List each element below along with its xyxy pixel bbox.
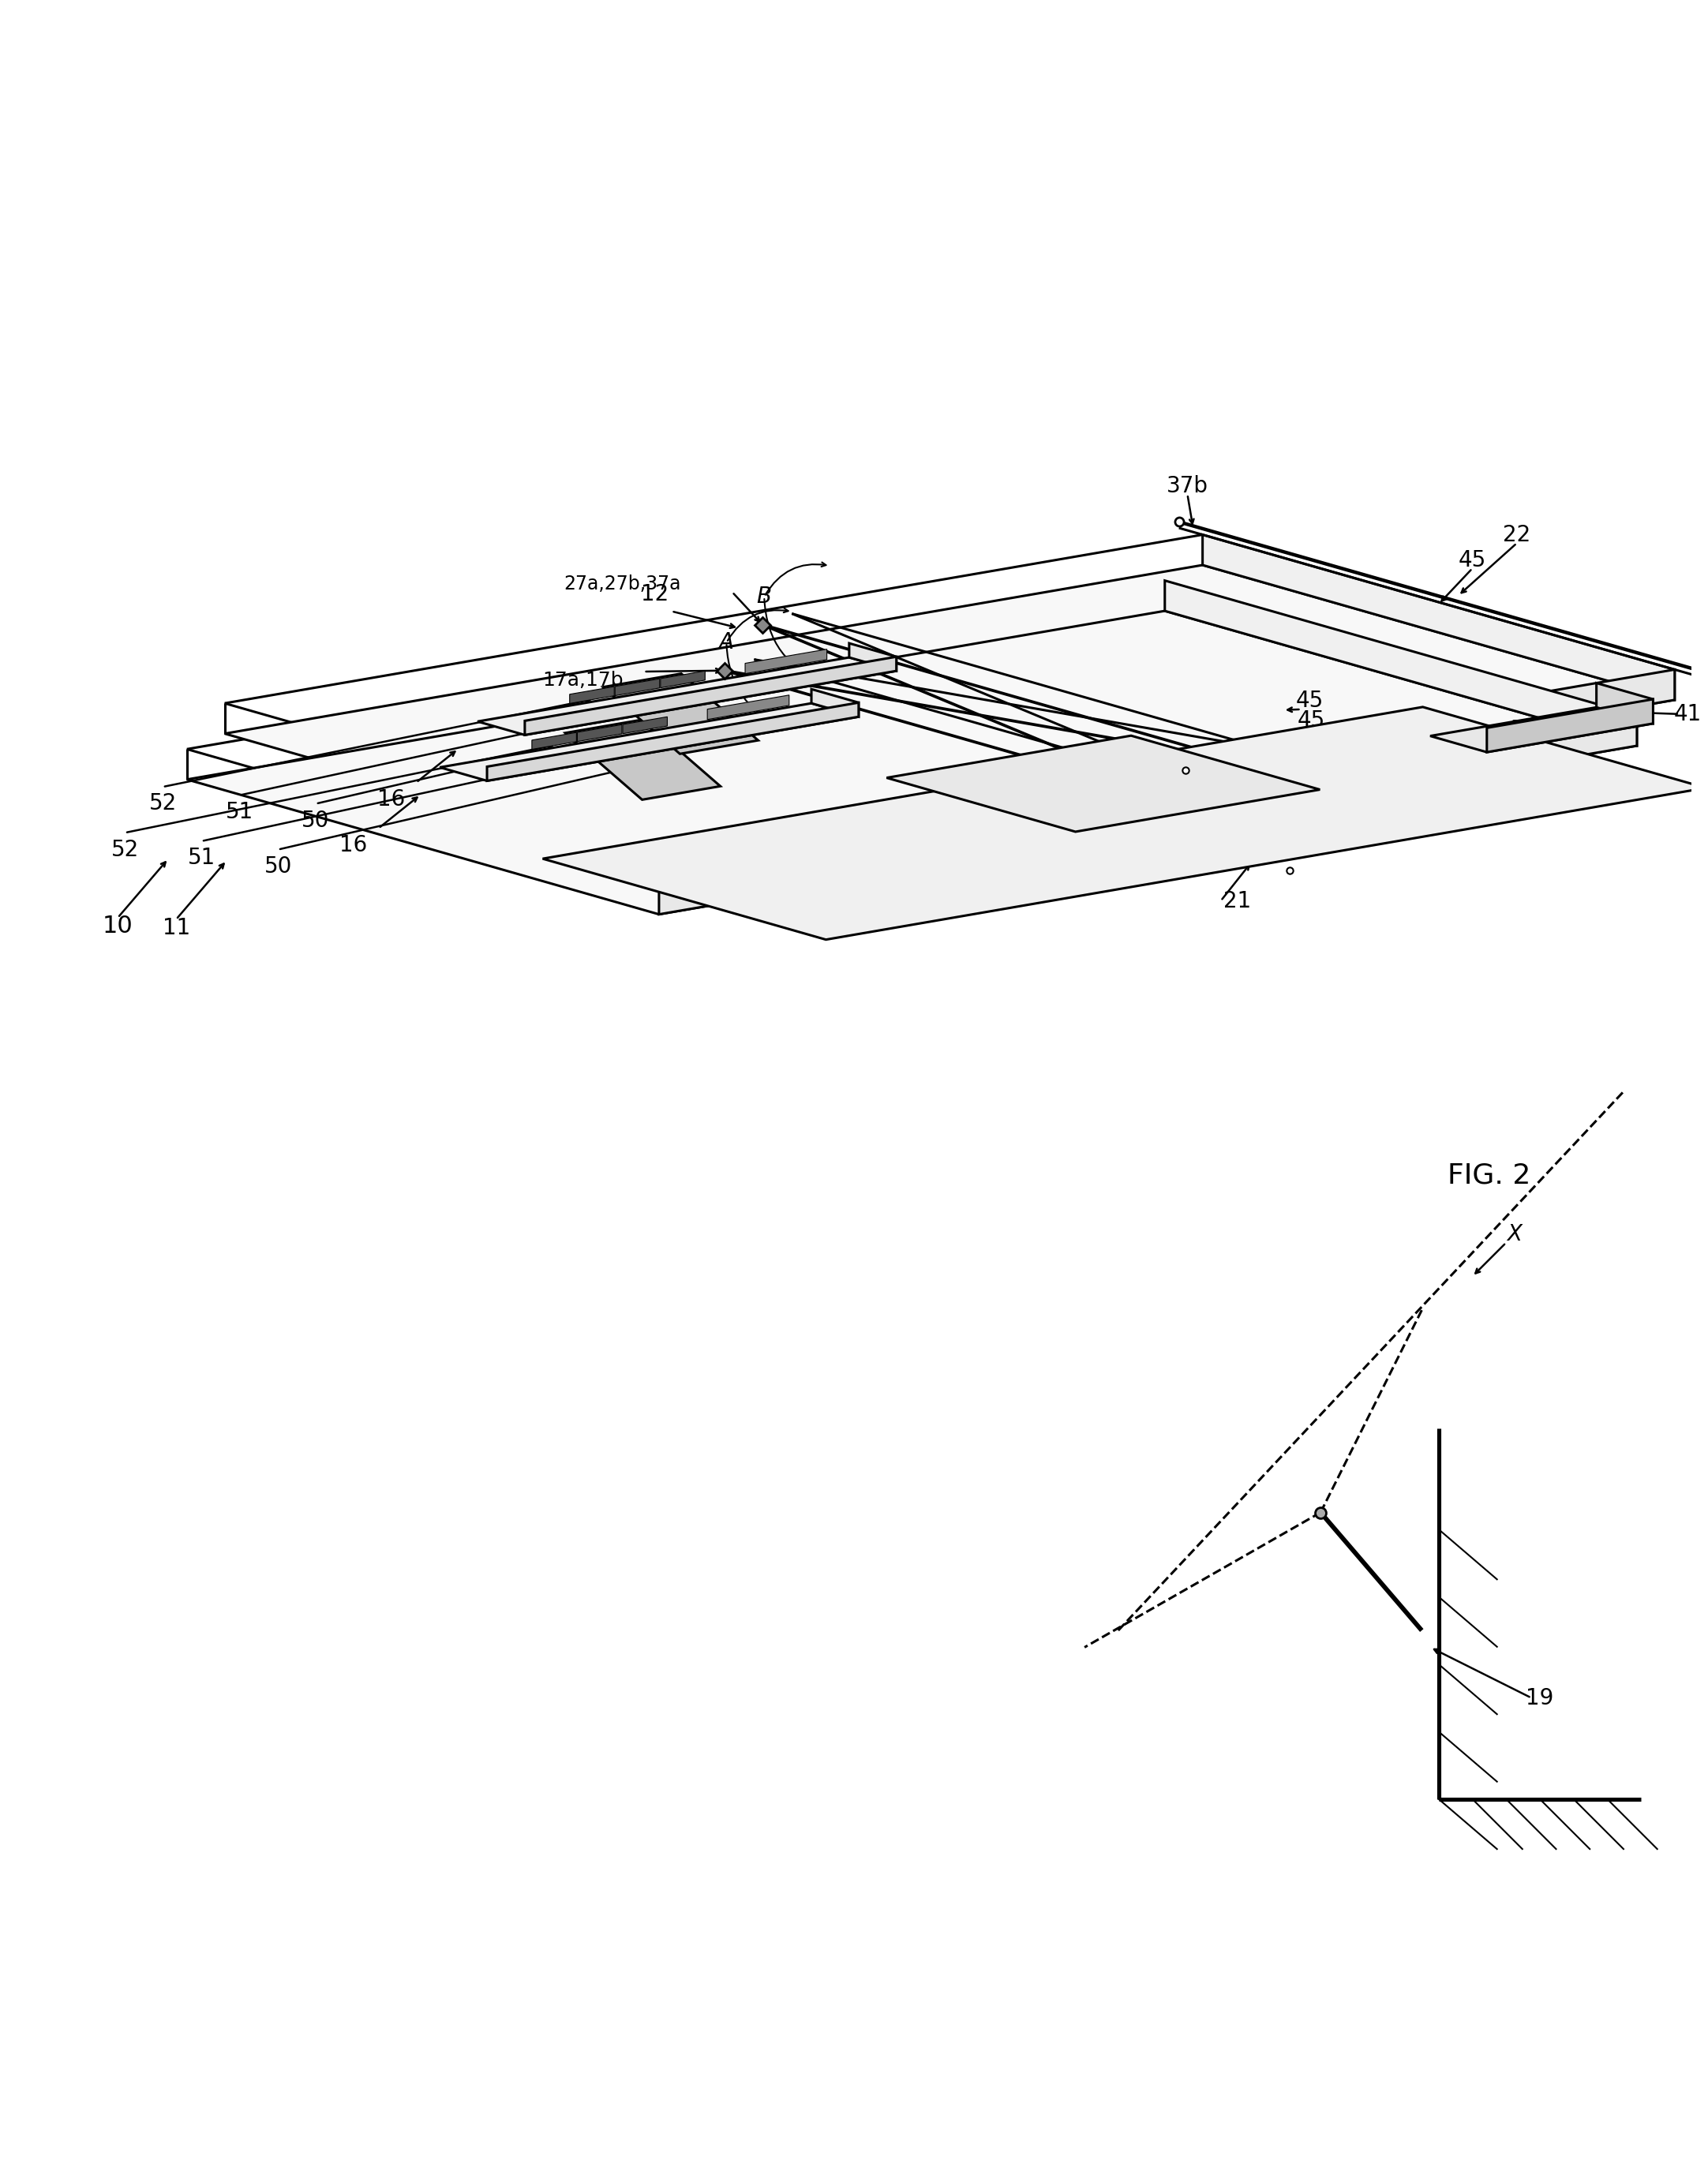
Polygon shape: [439, 703, 859, 781]
Text: 17a,17b: 17a,17b: [543, 670, 623, 690]
Text: 45: 45: [1459, 550, 1486, 572]
Text: 16: 16: [377, 788, 405, 810]
Text: 16: 16: [340, 834, 367, 855]
Text: 22: 22: [1503, 524, 1530, 546]
Text: 45: 45: [1296, 690, 1324, 711]
Text: 11: 11: [162, 916, 190, 938]
Polygon shape: [615, 679, 659, 696]
Polygon shape: [543, 707, 1706, 940]
Text: 51: 51: [188, 847, 215, 868]
Text: 40: 40: [1426, 746, 1454, 768]
Polygon shape: [1597, 683, 1653, 724]
Polygon shape: [659, 716, 1636, 914]
Polygon shape: [707, 696, 789, 720]
Polygon shape: [603, 674, 758, 753]
Text: 20: 20: [1141, 796, 1192, 820]
Polygon shape: [1488, 698, 1653, 753]
Polygon shape: [478, 657, 897, 735]
Polygon shape: [745, 650, 827, 674]
Text: 51: 51: [225, 801, 253, 823]
Text: 12: 12: [640, 583, 668, 604]
Text: 50: 50: [265, 855, 292, 877]
Text: 10: 10: [102, 914, 133, 938]
Polygon shape: [1202, 535, 1674, 700]
Polygon shape: [225, 565, 1674, 868]
Text: 37b: 37b: [1167, 476, 1208, 497]
Polygon shape: [661, 670, 705, 687]
Polygon shape: [1430, 707, 1653, 753]
Polygon shape: [524, 657, 897, 735]
Polygon shape: [565, 720, 721, 799]
Polygon shape: [811, 690, 859, 716]
Text: 20: 20: [1141, 838, 1172, 860]
Text: 41: 41: [1674, 703, 1701, 724]
Polygon shape: [487, 703, 859, 781]
Text: 52: 52: [149, 792, 176, 814]
Text: 21: 21: [1223, 890, 1252, 912]
Text: B: B: [757, 585, 772, 609]
Text: 50: 50: [302, 810, 330, 831]
Polygon shape: [570, 687, 615, 703]
Polygon shape: [849, 644, 897, 670]
Text: 19: 19: [1525, 1687, 1554, 1709]
Text: X: X: [1506, 1224, 1522, 1246]
Polygon shape: [186, 611, 1636, 914]
Text: FIG. 2: FIG. 2: [1448, 1161, 1530, 1189]
Text: 52: 52: [111, 838, 138, 860]
Text: 18: 18: [716, 866, 743, 888]
Text: A: A: [719, 631, 734, 655]
Polygon shape: [886, 735, 1320, 831]
Polygon shape: [531, 733, 577, 748]
Text: 45: 45: [1298, 709, 1325, 731]
Polygon shape: [577, 724, 622, 742]
Polygon shape: [1165, 580, 1636, 746]
Polygon shape: [623, 716, 668, 733]
Text: 27a,27b,37a: 27a,27b,37a: [564, 574, 681, 594]
Polygon shape: [697, 670, 1674, 868]
Text: 43: 43: [1120, 766, 1148, 788]
